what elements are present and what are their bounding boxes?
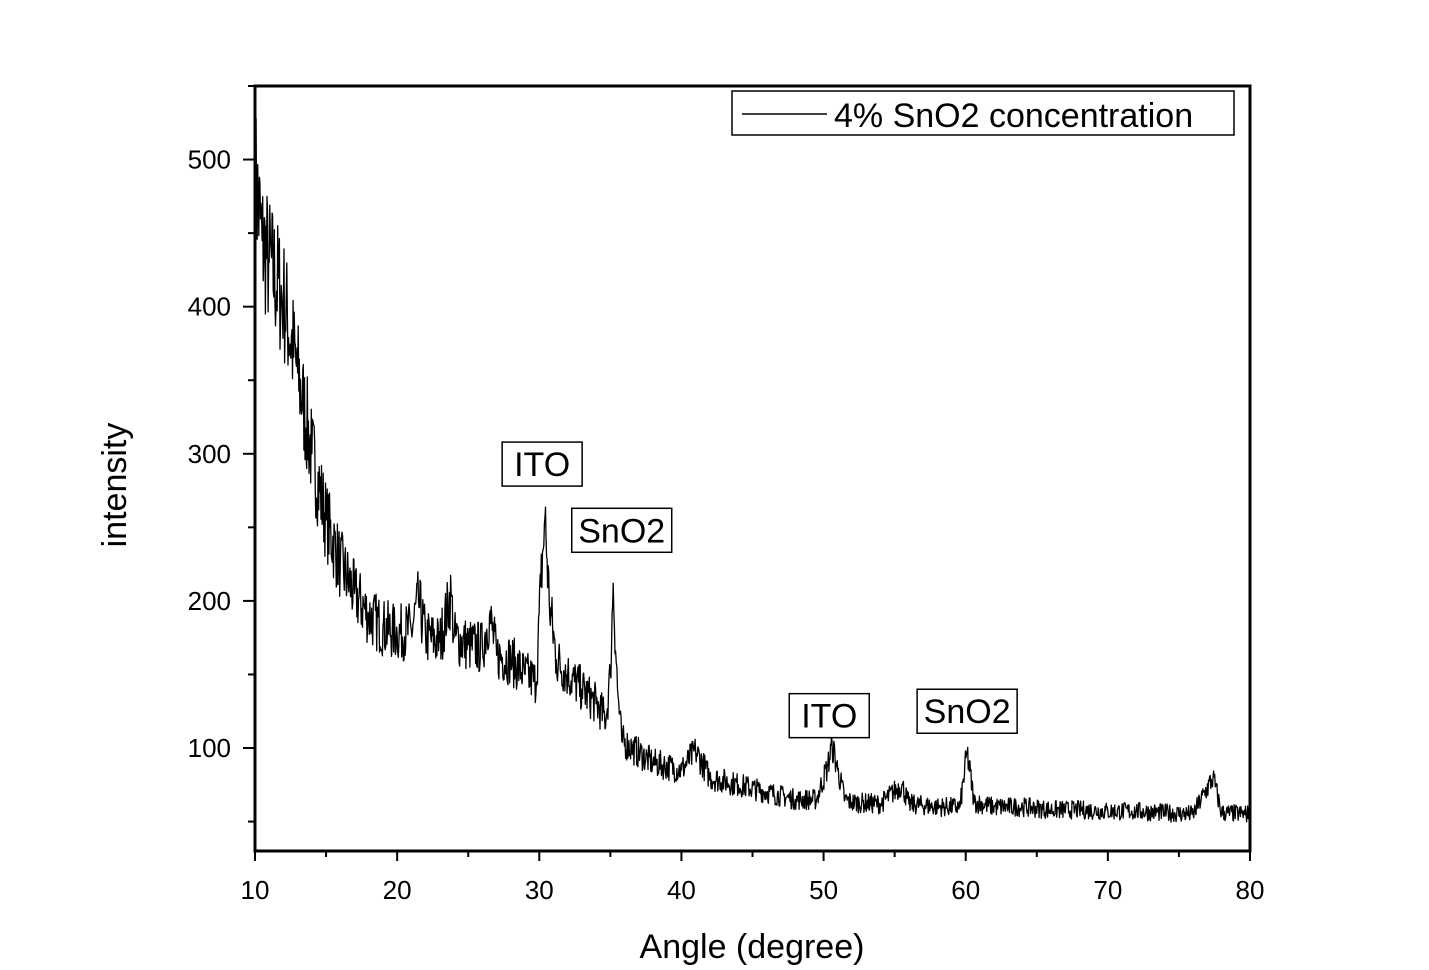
legend: 4% SnO2 concentration — [731, 90, 1235, 136]
x-tick-label: 70 — [1093, 875, 1122, 905]
x-tick-labels: 10 20 30 40 50 60 70 80 — [241, 875, 1265, 905]
annotation-box — [501, 441, 583, 487]
x-tick-label: 20 — [383, 875, 412, 905]
legend-entry-label: 4% SnO2 concentration — [834, 97, 1193, 135]
series-line — [254, 118, 1251, 823]
y-tick-label: 400 — [188, 292, 231, 322]
plot-frame — [253, 84, 1252, 853]
x-tick-label: 80 — [1236, 875, 1265, 905]
annotation: SnO2 — [916, 688, 1018, 734]
y-axis-label: intensity — [96, 423, 134, 548]
legend-box — [731, 90, 1235, 136]
annotation-label: SnO2 — [578, 512, 665, 550]
y-tick-label: 300 — [188, 439, 231, 469]
annotation-label: ITO — [801, 698, 857, 736]
annotation: ITO — [501, 441, 583, 487]
x-tick-label: 60 — [951, 875, 980, 905]
annotation: ITO — [788, 692, 871, 739]
x-tick-label: 10 — [241, 875, 270, 905]
plot-area — [254, 118, 1251, 823]
annotation-box — [788, 692, 871, 739]
x-axis-label: Angle (degree) — [640, 928, 865, 966]
y-tick-label: 100 — [188, 733, 231, 763]
annotation-label: ITO — [514, 446, 570, 484]
y-tick-label: 200 — [188, 586, 231, 616]
annotation: SnO2 — [570, 507, 673, 554]
x-tick-label: 30 — [525, 875, 554, 905]
x-tick-label: 40 — [667, 875, 696, 905]
x-tick-label: 50 — [809, 875, 838, 905]
annotation-box — [916, 688, 1018, 734]
y-tick-label: 500 — [188, 145, 231, 175]
axis-ticks — [243, 85, 1251, 861]
annotation-label: SnO2 — [924, 693, 1011, 731]
annotation-box — [570, 507, 673, 554]
y-tick-labels: 100 200 300 400 500 — [188, 145, 231, 763]
